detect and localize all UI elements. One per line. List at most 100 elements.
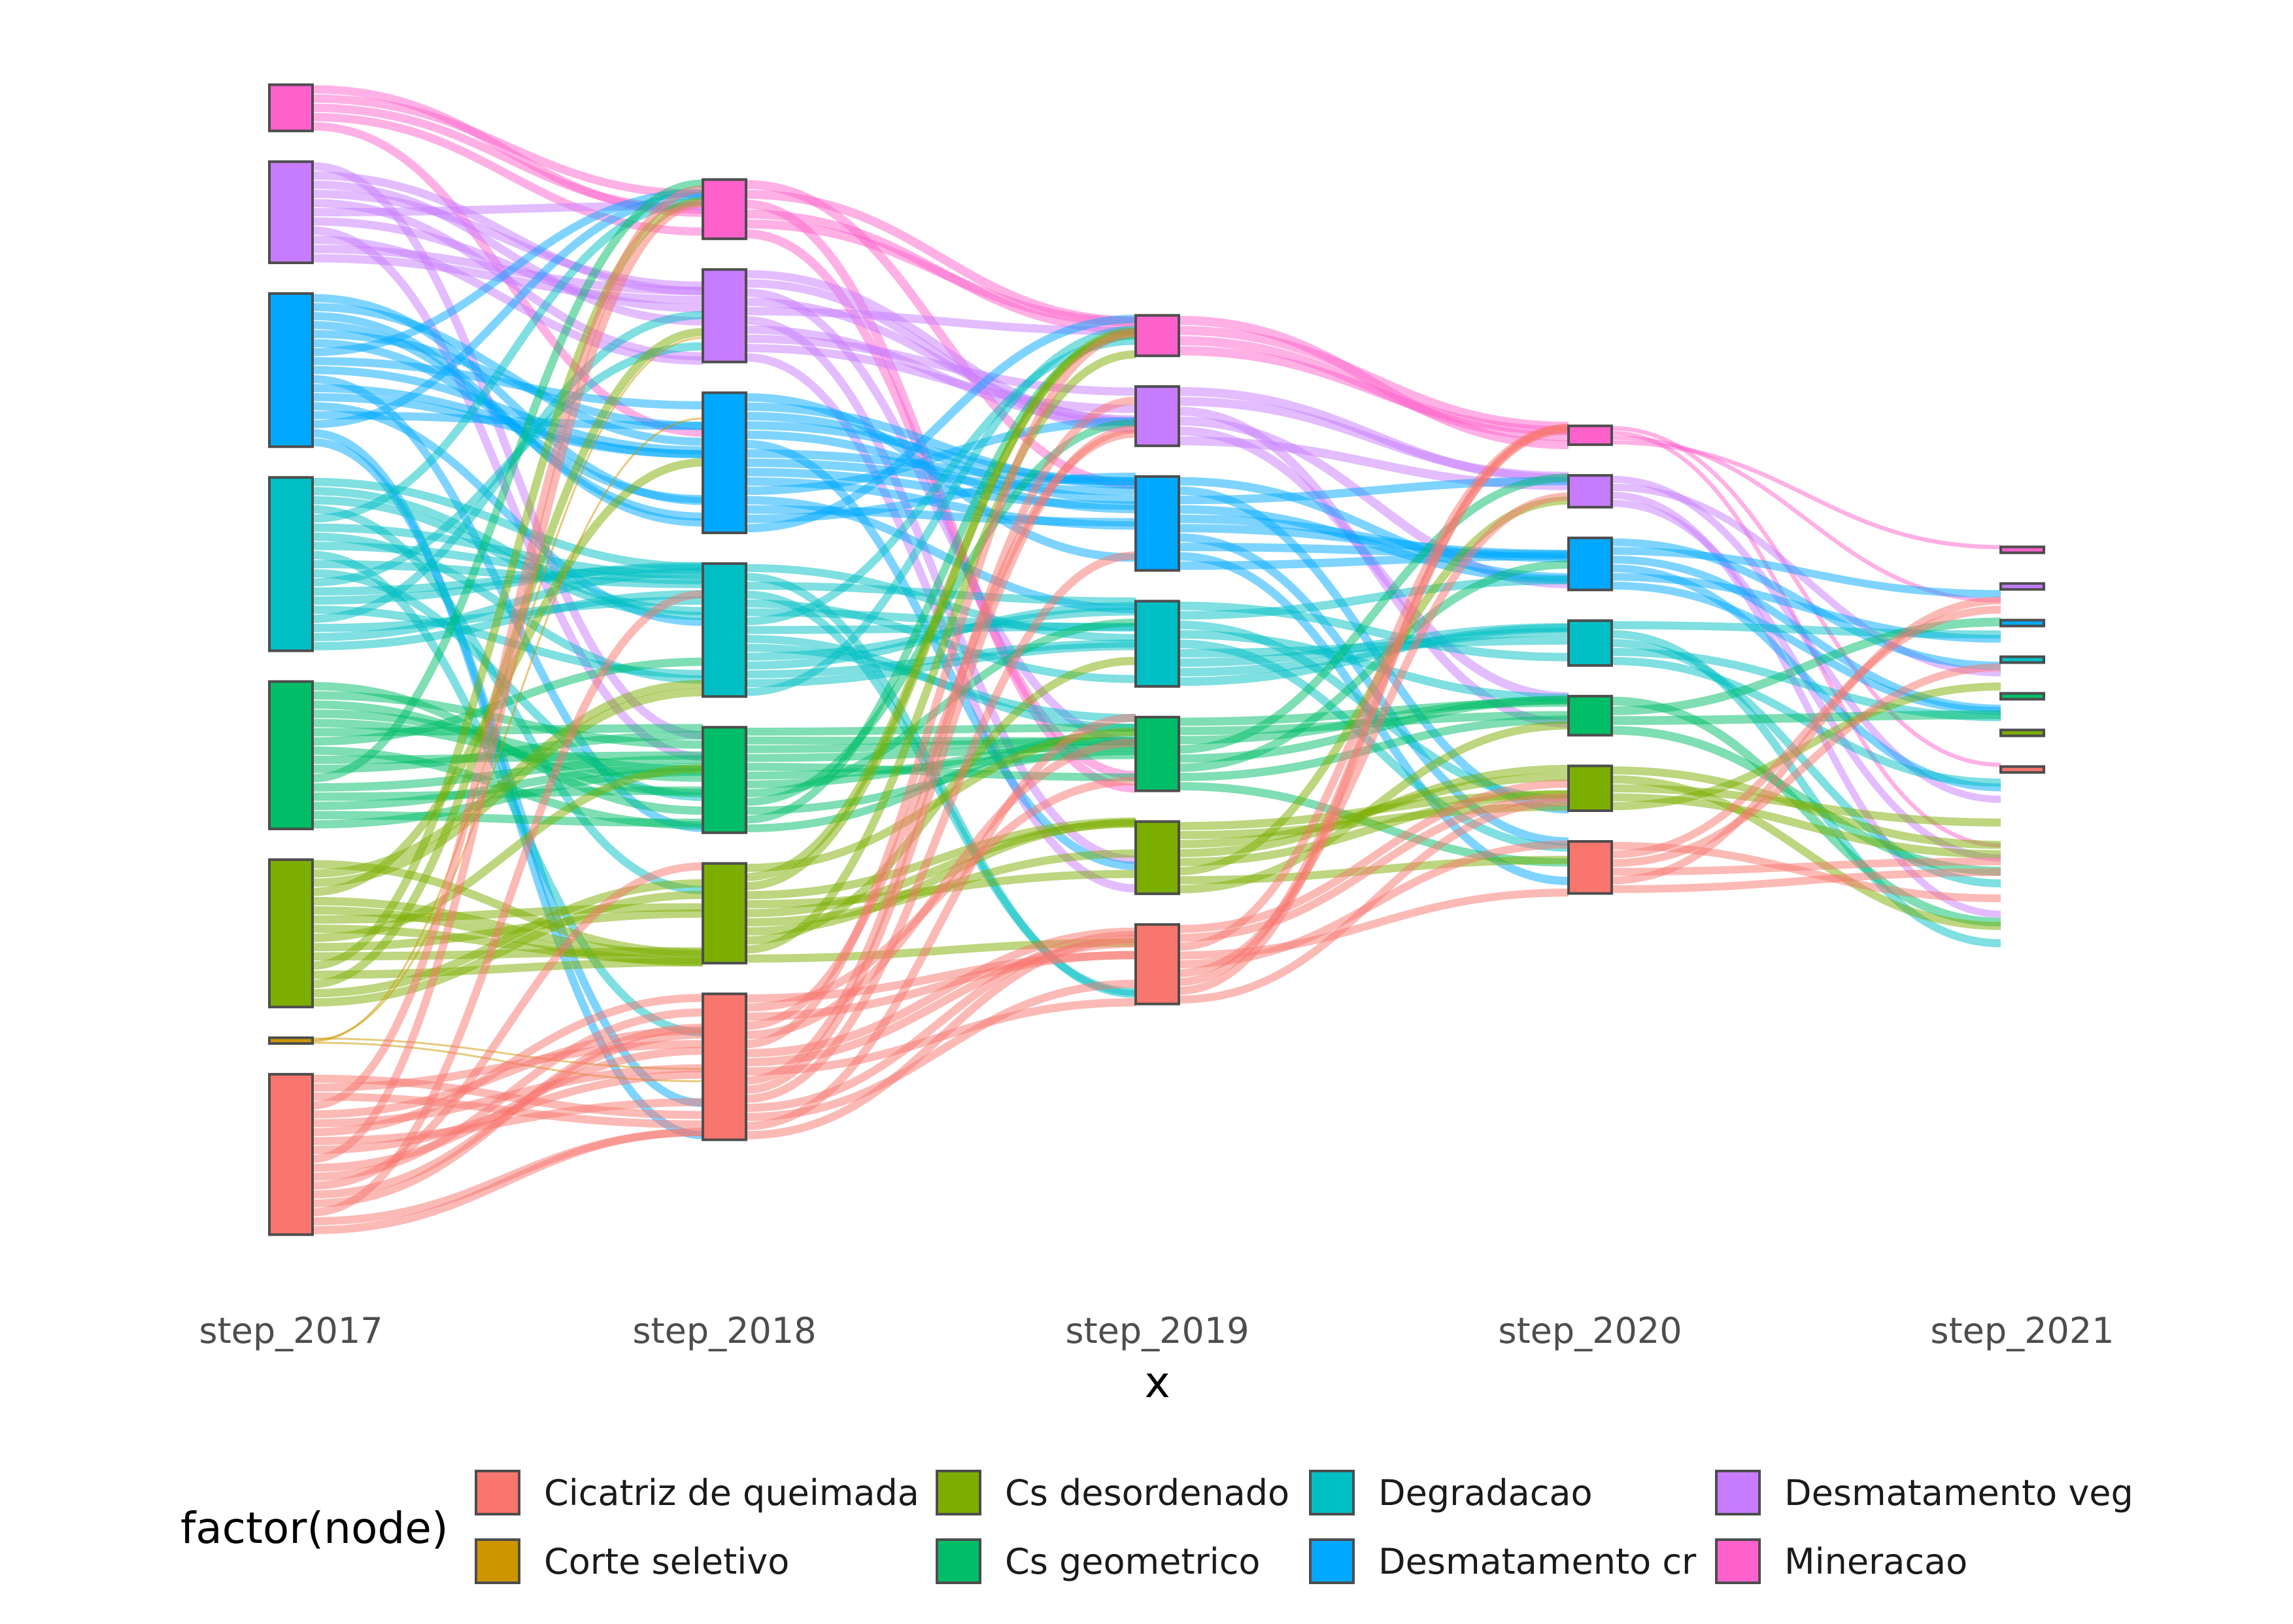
node-step_2017-cs-geometrico bbox=[268, 680, 314, 830]
flow-cicatriz-de-queimada bbox=[312, 1098, 704, 1145]
node-step_2018-cicatriz-de-queimada bbox=[702, 992, 747, 1142]
node-step_2021-cs-geometrico bbox=[1999, 692, 2045, 701]
node-step_2018-desmatamento-veg bbox=[702, 268, 747, 364]
node-step_2017-corte-seletivo bbox=[268, 1036, 314, 1045]
x-tick-label: step_2017 bbox=[199, 1310, 382, 1351]
legend-item: Desmatamento veg bbox=[1715, 1470, 2133, 1515]
flow-mineracao bbox=[1178, 346, 1569, 435]
flow-cicatriz-de-queimada bbox=[745, 935, 1136, 1140]
flow-desmatamento-veg bbox=[312, 254, 704, 305]
node-step_2019-desmatamento-veg bbox=[1134, 385, 1180, 447]
flow-cs-desordenado bbox=[745, 350, 1136, 954]
node-step_2019-cicatriz-de-queimada bbox=[1134, 923, 1180, 1006]
flow-cicatriz-de-queimada bbox=[312, 185, 704, 1109]
flow-cs-geometrico bbox=[312, 751, 704, 764]
flow-mineracao bbox=[312, 94, 704, 199]
legend-item: Degradacao bbox=[1309, 1470, 1593, 1515]
flow-degradacao bbox=[1611, 621, 2001, 639]
flow-cs-desordenado bbox=[745, 656, 1136, 945]
flow-mineracao bbox=[312, 112, 704, 236]
flow-cs-desordenado bbox=[1611, 784, 2001, 827]
flow-cicatriz-de-queimada bbox=[312, 1047, 704, 1172]
flow-degradacao bbox=[312, 311, 704, 623]
flow-desmatamento-cr bbox=[1178, 477, 1569, 505]
flow-cicatriz-de-queimada bbox=[745, 396, 1136, 1085]
flow-cicatriz-de-queimada bbox=[745, 951, 1136, 1021]
flow-desmatamento-cr bbox=[745, 416, 1136, 496]
flow-cs-desordenado bbox=[1178, 790, 1569, 866]
node-step_2021-degradacao bbox=[1999, 655, 2045, 664]
flow-cs-desordenado bbox=[312, 947, 704, 961]
flow-cicatriz-de-queimada bbox=[745, 931, 1136, 1112]
flow-cicatriz-de-queimada bbox=[745, 738, 1136, 1040]
node-step_2020-cs-desordenado bbox=[1567, 764, 1613, 813]
flow-cicatriz-de-queimada bbox=[745, 329, 1136, 1049]
flow-cs-desordenado bbox=[312, 890, 704, 1007]
node-step_2018-degradacao bbox=[702, 562, 747, 698]
flow-cicatriz-de-queimada bbox=[745, 551, 1136, 1103]
flow-cicatriz-de-queimada bbox=[745, 979, 1136, 1121]
flow-degradacao bbox=[312, 590, 704, 651]
legend-key bbox=[1309, 1470, 1355, 1515]
node-step_2017-degradacao bbox=[268, 476, 314, 652]
node-step_2019-mineracao bbox=[1134, 314, 1180, 358]
flow-cs-geometrico bbox=[312, 811, 704, 827]
legend-item: Corte seletivo bbox=[475, 1538, 789, 1584]
flow-cicatriz-de-queimada bbox=[1178, 798, 1569, 1004]
legend: factor(node) Cicatriz de queimada Corte s… bbox=[180, 1470, 2133, 1584]
legend-label: Cs desordenado bbox=[1005, 1472, 1289, 1514]
flow-cicatriz-de-queimada bbox=[312, 590, 704, 1217]
flow-degradacao bbox=[1178, 624, 1569, 686]
flow-cs-geometrico bbox=[312, 179, 704, 783]
node-step_2019-degradacao bbox=[1134, 600, 1180, 688]
node-step_2017-desmatamento-cr bbox=[268, 292, 314, 448]
flow-cicatriz-de-queimada bbox=[312, 1128, 704, 1234]
flow-cicatriz-de-queimada bbox=[1611, 868, 2001, 893]
flow-degradacao bbox=[1178, 601, 1569, 662]
flow-desmatamento-veg bbox=[312, 217, 704, 313]
legend-label: Cicatriz de queimada bbox=[544, 1472, 919, 1514]
flow-cicatriz-de-queimada bbox=[745, 425, 1136, 1094]
flow-desmatamento-cr bbox=[312, 191, 704, 428]
flow-desmatamento-veg bbox=[312, 180, 704, 326]
flow-degradacao bbox=[745, 337, 1136, 626]
flow-desmatamento-cr bbox=[312, 365, 704, 455]
flow-cs-desordenado bbox=[312, 879, 704, 998]
flow-cs-desordenado bbox=[312, 958, 704, 979]
flow-desmatamento-veg bbox=[312, 190, 704, 290]
flow-cicatriz-de-queimada bbox=[312, 199, 704, 1163]
flow-cs-geometrico bbox=[1178, 715, 1569, 781]
legend-key bbox=[475, 1470, 520, 1515]
flow-cs-geometrico bbox=[1611, 710, 2001, 725]
flow-desmatamento-cr bbox=[1611, 581, 2001, 715]
flow-cs-desordenado bbox=[745, 327, 1136, 890]
flow-desmatamento-veg bbox=[1178, 397, 1569, 481]
legend-item: Cs desordenado bbox=[936, 1470, 1289, 1515]
node-step_2020-desmatamento-veg bbox=[1567, 474, 1613, 509]
flow-cs-geometrico bbox=[312, 786, 704, 801]
x-tick-label: step_2018 bbox=[632, 1310, 816, 1351]
flow-desmatamento-cr bbox=[1611, 547, 2001, 598]
x-tick-label: step_2021 bbox=[1930, 1310, 2114, 1351]
legend-item: Cs geometrico bbox=[936, 1538, 1260, 1584]
legend-label: Mineracao bbox=[1784, 1541, 1967, 1582]
flow-degradacao bbox=[745, 326, 1136, 696]
flow-layer bbox=[312, 85, 2001, 1234]
x-axis-title: x bbox=[1144, 1357, 1170, 1408]
node-step_2021-desmatamento-veg bbox=[1999, 582, 2045, 591]
node-step_2020-mineracao bbox=[1567, 424, 1613, 447]
flow-cicatriz-de-queimada bbox=[1178, 424, 1569, 995]
node-step_2018-cs-desordenado bbox=[702, 862, 747, 965]
node-step_2017-mineracao bbox=[268, 83, 314, 133]
flow-desmatamento-cr bbox=[312, 188, 704, 356]
flow-cs-geometrico bbox=[1178, 560, 1569, 772]
flow-cicatriz-de-queimada bbox=[312, 862, 704, 1190]
flow-desmatamento-cr bbox=[1178, 551, 1569, 570]
flow-degradacao bbox=[312, 496, 704, 620]
flow-degradacao bbox=[312, 477, 704, 571]
legend-item: Mineracao bbox=[1715, 1538, 1967, 1584]
flow-cs-geometrico bbox=[312, 691, 704, 749]
node-step_2020-cicatriz-de-queimada bbox=[1567, 840, 1613, 895]
flow-degradacao bbox=[1178, 575, 1569, 620]
